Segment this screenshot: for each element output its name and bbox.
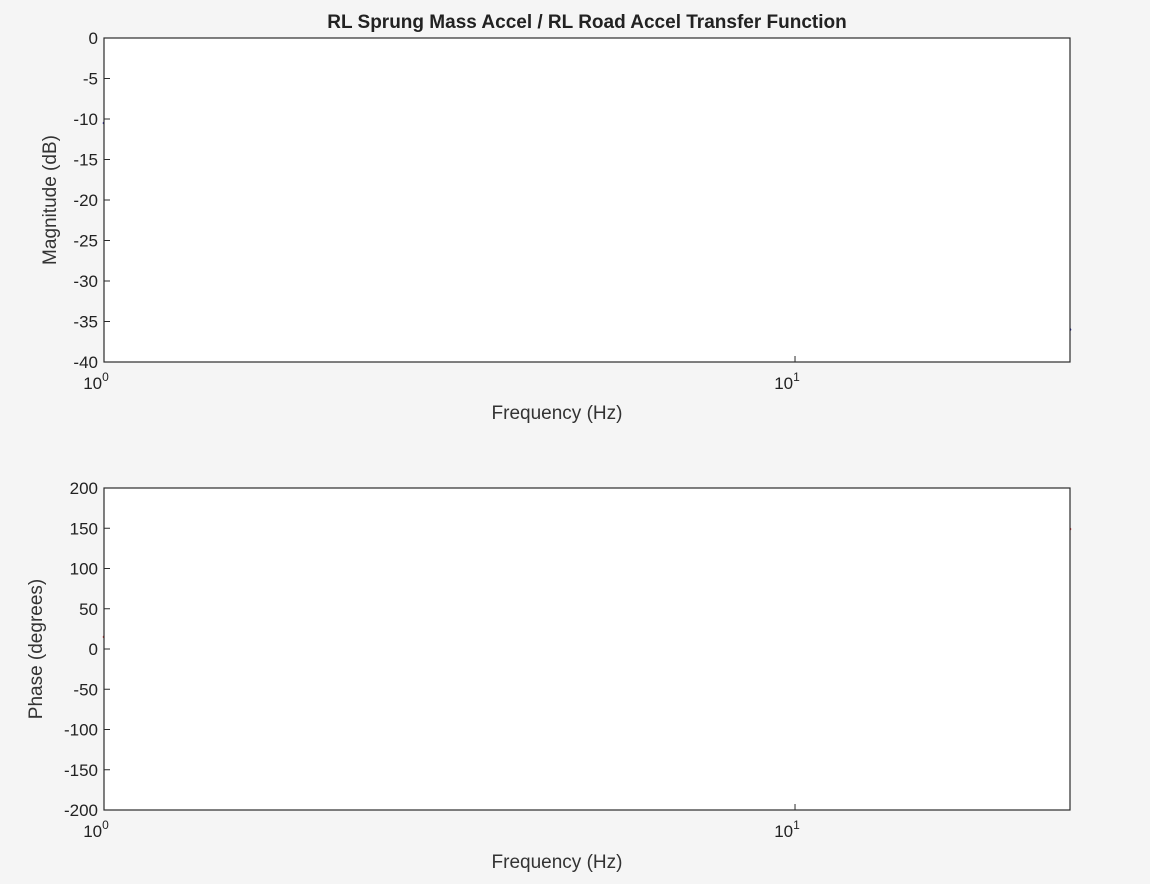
x-tick-label: 100 [83,818,109,841]
y-tick-label: -15 [73,151,98,170]
axes-box [103,37,1071,363]
y-tick-label: 0 [89,640,98,659]
y-tick-label: -50 [73,680,98,699]
y-tick-label: -200 [64,801,98,820]
chart-title: RL Sprung Mass Accel / RL Road Accel Tra… [327,12,846,33]
y-tick-label: 150 [70,519,98,538]
y-tick-label: -25 [73,232,98,251]
x-tick-label: 101 [774,818,800,841]
y-tick-label: -10 [73,110,98,129]
y-tick-label: 100 [70,560,98,579]
y-tick-label: 0 [89,29,98,48]
y-tick-label: 50 [79,600,98,619]
y-tick-label: -20 [73,191,98,210]
x-axis-label: Frequency (Hz) [492,852,623,873]
y-axis-label: Phase (degrees) [26,579,47,719]
y-tick-label: -100 [64,721,98,740]
y-tick-label: -40 [73,353,98,372]
axes-box [103,487,1071,811]
y-tick-label: -30 [73,272,98,291]
x-axis-label: Frequency (Hz) [492,403,623,424]
y-tick-label: -35 [73,313,98,332]
y-tick-label: -5 [83,70,98,89]
x-tick-label: 101 [774,370,800,393]
y-tick-label: -150 [64,761,98,780]
y-axis-label: Magnitude (dB) [40,135,61,265]
x-tick-label: 100 [83,370,109,393]
y-tick-label: 200 [70,479,98,498]
